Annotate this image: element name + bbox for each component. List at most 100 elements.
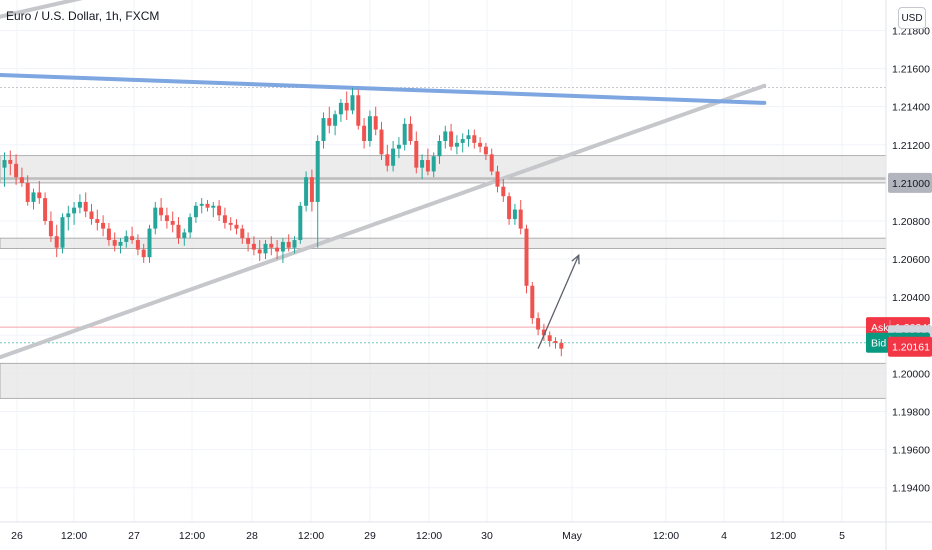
candle-body[interactable] [315,140,320,202]
candle-body[interactable] [298,205,303,241]
trendline-grey-lower[interactable] [0,83,767,364]
candle-body[interactable] [164,215,169,221]
candle-body[interactable] [54,236,59,248]
candle-body[interactable] [333,114,338,126]
trendline-grey-upper[interactable] [0,0,225,21]
candle-body[interactable] [524,228,529,286]
candle-body[interactable] [25,182,30,202]
candle-body[interactable] [43,198,48,221]
candle-body[interactable] [118,241,123,246]
candle-body[interactable] [559,342,564,349]
candle-body[interactable] [414,140,419,168]
candle-body[interactable] [19,177,24,183]
candle-body[interactable] [77,201,82,208]
candle-body[interactable] [60,217,65,248]
candle-body[interactable] [420,160,425,168]
candle-body[interactable] [234,224,239,229]
candle-body[interactable] [89,211,94,220]
candle-body[interactable] [112,240,117,246]
candle-body[interactable] [507,196,512,220]
candle-body[interactable] [512,209,517,220]
candle-body[interactable] [344,102,349,111]
candle-body[interactable] [141,249,146,258]
candle-body[interactable] [367,116,372,141]
candle-body[interactable] [66,213,71,218]
candle-body[interactable] [275,247,280,252]
candle-body[interactable] [350,95,355,111]
candle-body[interactable] [182,232,187,239]
candle-body[interactable] [373,116,378,130]
candle-body[interactable] [385,154,390,166]
candle-body[interactable] [240,228,245,239]
candle-body[interactable] [205,203,210,208]
candle-body[interactable] [135,240,140,250]
candle-body[interactable] [269,243,274,248]
candle-body[interactable] [443,131,448,141]
candle-body[interactable] [518,209,523,229]
candle-body[interactable] [495,171,500,187]
candle-body[interactable] [483,146,488,155]
candle-body[interactable] [246,238,251,244]
candle-body[interactable] [408,123,413,141]
candle-body[interactable] [263,243,268,254]
candle-body[interactable] [14,163,19,178]
candle-body[interactable] [199,203,204,206]
candle-body[interactable] [379,129,384,155]
candle-body[interactable] [321,118,326,141]
candle-body[interactable] [431,156,436,172]
forecast-arrow[interactable] [537,255,580,349]
candle-body[interactable] [304,177,309,206]
candle-body[interactable] [449,131,454,147]
candle-body[interactable] [106,228,111,241]
candle-body[interactable] [466,135,471,140]
candle-body[interactable] [153,207,158,229]
candle-body[interactable] [286,241,291,248]
candle-body[interactable] [124,236,129,242]
candle-body[interactable] [292,240,297,248]
candle-body[interactable] [101,222,106,229]
candle-body[interactable] [338,102,343,115]
candle-body[interactable] [176,224,181,239]
trendline-blue[interactable] [0,72,767,105]
candle-body[interactable] [541,329,546,336]
candle-body[interactable] [309,177,314,202]
candle-body[interactable] [501,186,506,197]
candle-body[interactable] [251,243,256,250]
candle-body[interactable] [530,285,535,319]
candle-body[interactable] [362,125,367,141]
candle-body[interactable] [327,118,332,126]
candle-body[interactable] [472,135,477,143]
candle-body[interactable] [460,139,465,143]
candle-body[interactable] [356,95,361,126]
currency-button[interactable]: USD [898,7,926,29]
candle-body[interactable] [211,205,216,208]
candle-body[interactable] [217,205,222,216]
candle-body[interactable] [228,222,233,225]
candle-body[interactable] [188,217,193,233]
candle-body[interactable] [396,144,401,149]
candle-body[interactable] [37,192,42,199]
candle-body[interactable] [147,228,152,258]
candle-body[interactable] [437,140,442,157]
candle-body[interactable] [257,249,262,254]
candle-body[interactable] [193,205,198,218]
candle-body[interactable] [391,148,396,166]
candle-body[interactable] [8,160,13,164]
candle-body[interactable] [130,236,135,241]
candle-body[interactable] [402,123,407,145]
candle-body[interactable] [159,207,164,216]
candle-body[interactable] [31,192,36,202]
candle-body[interactable] [478,142,483,147]
candle-body[interactable] [536,318,541,330]
candle-body[interactable] [72,207,77,214]
candle-body[interactable] [48,220,53,237]
candle-body[interactable] [222,215,227,223]
candle-body[interactable] [95,219,100,223]
candle-body[interactable] [2,160,7,168]
candle-body[interactable] [547,335,552,342]
candle-body[interactable] [83,201,88,212]
candle-body[interactable] [454,142,459,147]
candle-body[interactable] [425,160,430,172]
candle-body[interactable] [170,220,175,225]
